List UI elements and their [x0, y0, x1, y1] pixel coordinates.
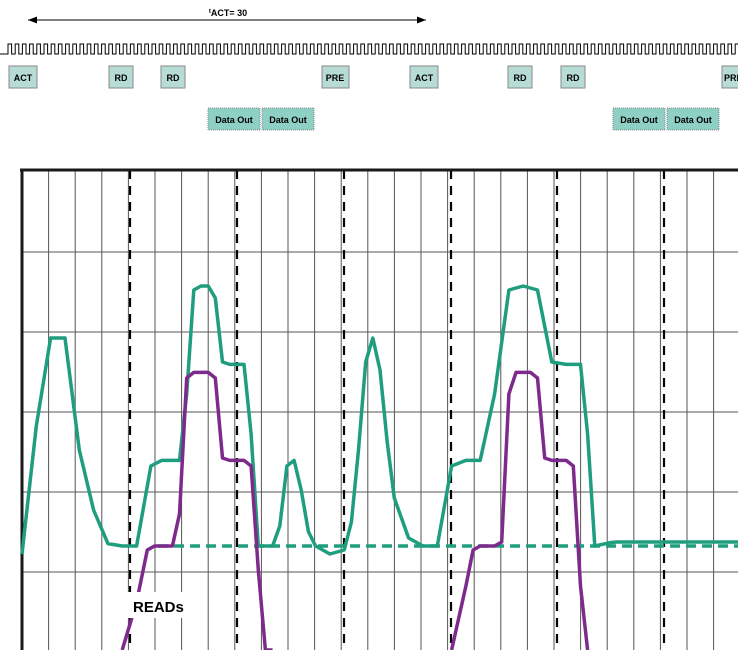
data-out-block: Data Out	[666, 107, 720, 131]
command-label: RD	[115, 73, 128, 83]
tact-arrow	[28, 16, 426, 24]
data-out-label: Data Out	[674, 115, 712, 125]
command-act: ACT	[409, 65, 439, 89]
command-label: RD	[167, 73, 180, 83]
series-line-purple	[120, 370, 590, 650]
command-label: RD	[514, 73, 527, 83]
command-rd: RD	[507, 65, 533, 89]
reads-label-bg	[124, 592, 192, 618]
data-out-label: Data Out	[620, 115, 658, 125]
clock-signal	[0, 43, 738, 55]
command-act: ACT	[8, 65, 38, 89]
command-label: PRE	[724, 73, 738, 83]
command-label: ACT	[415, 73, 434, 83]
command-rd: RD	[560, 65, 586, 89]
command-row: ACT RD RD PRE ACT RD RD PRE	[8, 65, 738, 89]
data-out-block: Data Out	[261, 107, 315, 131]
chart-grid	[22, 170, 738, 650]
command-pre: PRE	[721, 65, 738, 89]
data-out-row: Data Out Data Out Data Out Data Out	[207, 107, 720, 131]
data-out-block: Data Out	[612, 107, 666, 131]
series-line-green	[20, 284, 738, 556]
timing-diagram: tACT= 30 ACT RD RD PRE ACT RD RD PRE Dat…	[0, 8, 738, 131]
command-label: PRE	[326, 73, 345, 83]
command-rd: RD	[108, 65, 134, 89]
data-out-label: Data Out	[215, 115, 253, 125]
data-out-block: Data Out	[207, 107, 261, 131]
command-pre: PRE	[321, 65, 350, 89]
command-rd: RD	[160, 65, 186, 89]
marker-dashed-lines	[128, 170, 666, 650]
command-label: ACT	[14, 73, 33, 83]
command-label: RD	[567, 73, 580, 83]
reads-annotation: READs	[133, 599, 184, 616]
tact-label: tACT= 30	[209, 8, 247, 18]
data-out-label: Data Out	[269, 115, 307, 125]
